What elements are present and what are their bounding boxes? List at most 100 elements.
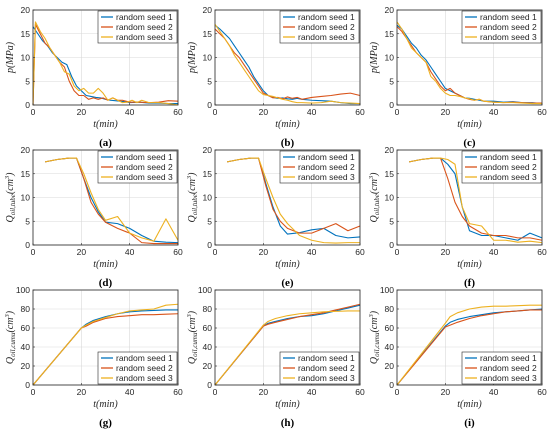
- x-tick-label: 60: [173, 387, 183, 397]
- x-tick-label: 40: [489, 247, 499, 257]
- y-axis-label: p(MPa): [187, 41, 198, 74]
- legend-label: random seed 1: [298, 353, 355, 363]
- y-tick-label: 60: [203, 323, 213, 333]
- y-tick-label: 5: [389, 216, 394, 226]
- x-tick-label: 20: [441, 387, 451, 397]
- x-tick-label: 40: [125, 387, 135, 397]
- x-tick-label: 60: [537, 387, 547, 397]
- legend-label: random seed 2: [298, 22, 355, 32]
- y-tick-label: 0: [25, 380, 30, 390]
- x-tick-label: 0: [31, 247, 36, 257]
- y-tick-label: 5: [207, 216, 212, 226]
- x-tick-label: 20: [441, 107, 451, 117]
- x-tick-label: 20: [77, 247, 87, 257]
- y-tick-label: 0: [207, 100, 212, 110]
- series-line: [44, 157, 179, 242]
- series-line: [396, 309, 542, 386]
- y-tick-label: 20: [203, 5, 213, 15]
- y-tick-label: 15: [203, 29, 213, 39]
- y-tick-label: 0: [25, 100, 30, 110]
- series-line: [214, 23, 361, 105]
- panel-label: (b): [281, 137, 295, 149]
- chart-panel: 0 20 40 60 0 20 40 60 80 100 t(min) Qoil,cumu(cm3) (…: [4, 285, 183, 429]
- x-tick-label: 60: [173, 107, 183, 117]
- legend-label: random seed 3: [298, 172, 355, 182]
- legend-label: random seed 1: [116, 152, 173, 162]
- chart-panel: 0 20 40 60 0 20 40 60 80 100 t(min) Qoil,cumu(cm3) (…: [368, 285, 547, 429]
- y-tick-label: 10: [385, 53, 395, 63]
- chart-panel: 0 20 40 60 0 5 10 15 20 t(min) Qoil,tube(cm3) (e) ra…: [186, 145, 365, 289]
- panel-label: (e): [281, 277, 294, 289]
- x-tick-label: 60: [355, 107, 365, 117]
- y-tick-label: 20: [21, 145, 31, 155]
- legend-label: random seed 1: [116, 353, 173, 363]
- x-tick-label: 0: [213, 247, 218, 257]
- chart-panel: 0 20 40 60 0 5 10 15 20 t(min) p(MPa) (c) random see…: [369, 5, 547, 149]
- series-line: [32, 21, 179, 106]
- y-tick-label: 60: [385, 323, 395, 333]
- y-tick-label: 80: [385, 304, 395, 314]
- panel-label: (a): [99, 137, 112, 149]
- legend-label: random seed 3: [116, 32, 173, 42]
- y-axis-label: Qoil,tube(cm3): [368, 172, 381, 223]
- chart-panel: 0 20 40 60 0 20 40 60 80 100 t(min) Qoil,cumu(cm3) (…: [186, 285, 365, 429]
- y-axis-label: Qoil,cumu(cm3): [4, 310, 17, 364]
- chart-panel: 0 20 40 60 0 5 10 15 20 t(min) p(MPa) (b) random see…: [187, 5, 365, 149]
- x-tick-label: 40: [307, 387, 317, 397]
- y-tick-label: 80: [203, 304, 213, 314]
- legend-label: random seed 2: [480, 363, 537, 373]
- x-axis-label: t(min): [275, 399, 300, 410]
- y-tick-label: 5: [207, 76, 212, 86]
- series-line: [214, 28, 361, 100]
- legend-label: random seed 1: [480, 353, 537, 363]
- x-tick-label: 60: [537, 107, 547, 117]
- y-tick-label: 10: [21, 193, 31, 203]
- y-axis-label: p(MPa): [369, 41, 380, 74]
- x-tick-label: 20: [77, 387, 87, 397]
- x-tick-label: 60: [173, 247, 183, 257]
- x-axis-label: t(min): [93, 399, 118, 410]
- panel-label: (i): [464, 417, 475, 429]
- y-tick-label: 20: [203, 361, 213, 371]
- x-tick-label: 0: [395, 107, 400, 117]
- y-tick-label: 5: [25, 216, 30, 226]
- y-tick-label: 15: [21, 169, 31, 179]
- axes-frame: [214, 289, 361, 386]
- legend-label: random seed 3: [116, 172, 173, 182]
- x-tick-label: 40: [125, 247, 135, 257]
- series-line: [396, 21, 542, 105]
- series-line: [214, 303, 361, 386]
- panel-label: (g): [99, 417, 112, 429]
- y-tick-label: 20: [21, 5, 31, 15]
- legend-label: random seed 2: [116, 22, 173, 32]
- axes-frame: [396, 289, 543, 386]
- panel-label: (f): [464, 277, 475, 289]
- series-line: [226, 157, 360, 244]
- legend-label: random seed 3: [480, 172, 537, 182]
- legend-label: random seed 1: [298, 12, 355, 22]
- series-line: [214, 310, 360, 386]
- y-tick-label: 20: [21, 361, 31, 371]
- legend-label: random seed 2: [116, 162, 173, 172]
- y-tick-label: 0: [207, 380, 212, 390]
- x-tick-label: 20: [259, 247, 269, 257]
- y-tick-label: 10: [203, 193, 213, 203]
- y-tick-label: 40: [385, 342, 395, 352]
- axes-frame: [32, 289, 179, 386]
- legend-label: random seed 2: [480, 162, 537, 172]
- y-axis-label: Qoil,cumu(cm3): [186, 310, 199, 364]
- legend-label: random seed 2: [116, 363, 173, 373]
- y-tick-label: 0: [207, 240, 212, 250]
- y-tick-label: 15: [203, 169, 213, 179]
- x-axis-label: t(min): [457, 399, 482, 410]
- x-tick-label: 60: [537, 247, 547, 257]
- x-tick-label: 20: [259, 387, 269, 397]
